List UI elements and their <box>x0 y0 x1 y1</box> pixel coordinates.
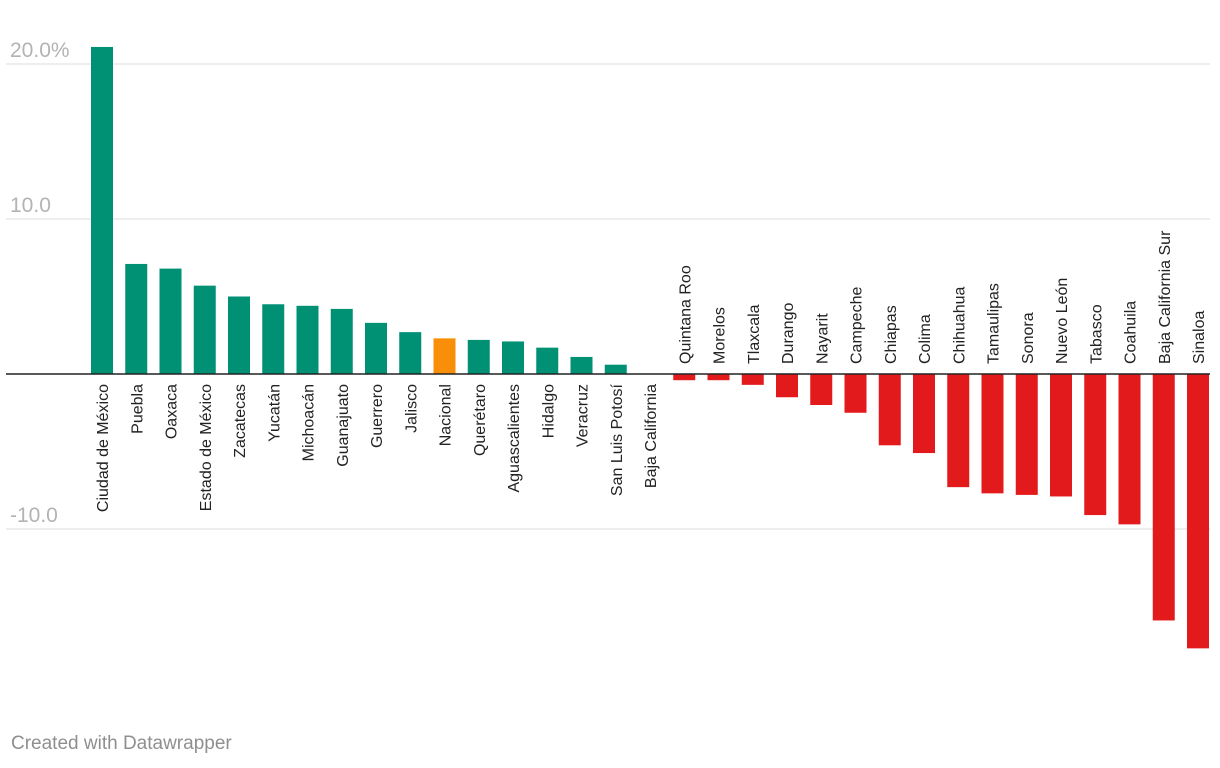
category-label: Querétaro <box>472 384 489 456</box>
category-label: Morelos <box>712 307 729 364</box>
category-label: Jalisco <box>403 384 420 433</box>
bar <box>673 374 696 381</box>
category-label: Sinaloa <box>1191 311 1208 364</box>
category-label: Tabasco <box>1088 304 1105 364</box>
category-label: Estado de México <box>198 384 215 511</box>
y-tick-label: 10.0 <box>10 194 51 217</box>
category-label: Sonora <box>1020 312 1037 364</box>
bar <box>810 374 833 405</box>
category-label: Baja California Sur <box>1157 230 1174 364</box>
bar <box>1050 374 1072 497</box>
bar <box>467 339 490 374</box>
bar <box>776 374 798 398</box>
bar <box>844 374 867 413</box>
bar <box>707 374 730 381</box>
bar <box>228 296 250 374</box>
bar <box>947 374 970 488</box>
bar <box>570 356 593 374</box>
category-label: Durango <box>780 303 797 364</box>
y-tick-label: 20.0% <box>10 39 70 62</box>
bar <box>502 341 524 374</box>
category-label: Colima <box>917 314 934 364</box>
bar <box>262 304 285 374</box>
gridlines <box>6 63 1210 530</box>
bar <box>365 322 387 374</box>
bar <box>91 46 113 374</box>
category-label: Tlaxcala <box>746 304 763 364</box>
y-tick-labels: 20.0% 10.0 -10.0 <box>10 39 70 527</box>
category-label: Campeche <box>849 287 866 364</box>
category-label: Quintana Roo <box>677 265 694 364</box>
bar <box>330 308 353 374</box>
bar <box>1152 374 1175 621</box>
category-label: Ciudad de México <box>95 384 112 512</box>
category-label: Nacional <box>438 384 455 446</box>
credit-footer: Created with Datawrapper <box>11 733 232 754</box>
category-label: Chiapas <box>883 305 900 364</box>
bar <box>1015 374 1038 495</box>
category-label: Coahuila <box>1123 301 1140 364</box>
bars <box>91 46 1209 649</box>
bar <box>125 263 148 374</box>
bar <box>433 338 456 374</box>
category-labels: Ciudad de México Puebla Oaxaca Estado de Mé… <box>95 230 1208 512</box>
bar <box>878 374 901 446</box>
bar <box>536 347 559 374</box>
bar <box>913 374 935 454</box>
category-label: Yucatán <box>266 384 283 442</box>
category-label: Michoacán <box>301 384 318 461</box>
category-label: San Luis Potosí <box>609 383 626 496</box>
category-label: Tamaulipas <box>986 283 1003 364</box>
bar <box>399 332 422 374</box>
category-label: Chihuahua <box>951 287 968 365</box>
category-label: Guerrero <box>369 384 386 448</box>
bar <box>159 268 182 374</box>
category-label: Hidalgo <box>540 384 557 438</box>
category-label: Zacatecas <box>232 384 249 458</box>
category-label: Nayarit <box>814 313 831 364</box>
bar <box>1118 374 1141 525</box>
bar <box>296 305 319 374</box>
category-label: Veracruz <box>575 384 592 447</box>
category-label: Puebla <box>129 384 146 434</box>
bar <box>604 364 627 374</box>
y-tick-label: -10.0 <box>10 504 58 527</box>
bar <box>981 374 1004 494</box>
category-label: Guanajuato <box>335 384 352 467</box>
bar <box>1187 374 1209 649</box>
category-label: Aguascalientes <box>506 384 523 493</box>
bar <box>741 374 764 385</box>
category-label: Baja California <box>643 384 660 488</box>
bar <box>1084 374 1107 516</box>
category-label: Oaxaca <box>164 384 181 439</box>
category-label: Nuevo León <box>1054 278 1071 364</box>
bar <box>193 285 216 374</box>
